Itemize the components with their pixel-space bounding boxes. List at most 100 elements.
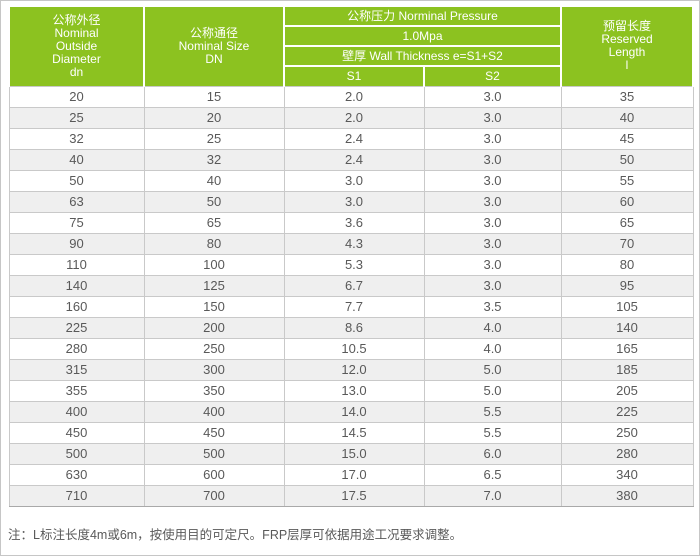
cell-S1: 14.5 (283, 421, 425, 444)
cell-dn: 355 (8, 379, 145, 402)
cell-dn: 160 (8, 295, 145, 318)
table-row: 500 500 15.0 6.0 280 (8, 442, 694, 465)
cell-l: 45 (560, 127, 694, 150)
cell-S2: 3.0 (423, 127, 562, 150)
cell-DN: 150 (143, 295, 285, 318)
header-s1: S1 (283, 65, 425, 87)
cell-S1: 6.7 (283, 274, 425, 297)
cell-S2: 3.0 (423, 274, 562, 297)
cell-DN: 250 (143, 337, 285, 360)
cell-S1: 8.6 (283, 316, 425, 339)
table-row: 160 150 7.7 3.5 105 (8, 295, 694, 318)
cell-l: 165 (560, 337, 694, 360)
table-row: 400 400 14.0 5.5 225 (8, 400, 694, 423)
table-row: 25 20 2.0 3.0 40 (8, 106, 694, 129)
cell-DN: 300 (143, 358, 285, 381)
cell-l: 95 (560, 274, 694, 297)
cell-DN: 80 (143, 232, 285, 255)
cell-l: 50 (560, 148, 694, 171)
cell-dn: 110 (8, 253, 145, 276)
cell-S1: 12.0 (283, 358, 425, 381)
table-row: 75 65 3.6 3.0 65 (8, 211, 694, 234)
cell-S1: 17.0 (283, 463, 425, 486)
header-s2: S2 (422, 65, 563, 87)
cell-S2: 5.0 (423, 358, 562, 381)
cell-dn: 630 (8, 463, 145, 486)
cell-S1: 3.0 (283, 190, 425, 213)
cell-S2: 5.5 (423, 421, 562, 444)
cell-dn: 25 (8, 106, 145, 129)
cell-S2: 5.5 (423, 400, 562, 423)
cell-l: 40 (560, 106, 694, 129)
table-body: 20 15 2.0 3.0 35 25 20 2.0 3.0 40 32 25 2.4 3.0 45 40 32… (8, 85, 694, 507)
cell-dn: 75 (8, 211, 145, 234)
cell-l: 80 (560, 253, 694, 276)
cell-S1: 13.0 (283, 379, 425, 402)
cell-S2: 3.0 (423, 148, 562, 171)
cell-S2: 3.5 (423, 295, 562, 318)
cell-dn: 63 (8, 190, 145, 213)
cell-S1: 2.0 (283, 106, 425, 129)
cell-S2: 3.0 (423, 106, 562, 129)
cell-S2: 3.0 (423, 211, 562, 234)
cell-S2: 3.0 (423, 169, 562, 192)
cell-DN: 15 (143, 85, 285, 108)
cell-S1: 2.4 (283, 127, 425, 150)
cell-S2: 7.0 (423, 484, 562, 507)
cell-l: 65 (560, 211, 694, 234)
cell-S2: 5.0 (423, 379, 562, 402)
cell-DN: 400 (143, 400, 285, 423)
header-nominal-size: 公称通径 Nominal Size DN (143, 5, 285, 87)
cell-l: 55 (560, 169, 694, 192)
cell-dn: 140 (8, 274, 145, 297)
table-row: 710 700 17.5 7.0 380 (8, 484, 694, 507)
table-row: 280 250 10.5 4.0 165 (8, 337, 694, 360)
header-reserved-length: 预留长度 Reserved Length l (560, 5, 695, 87)
cell-S2: 6.0 (423, 442, 562, 465)
cell-DN: 600 (143, 463, 285, 486)
table-row: 140 125 6.7 3.0 95 (8, 274, 694, 297)
cell-S1: 2.0 (283, 85, 425, 108)
table-row: 90 80 4.3 3.0 70 (8, 232, 694, 255)
cell-dn: 50 (8, 169, 145, 192)
header-nominal-outside-diameter: 公称外径 Nominal Outside Diameter dn (8, 5, 145, 87)
cell-DN: 700 (143, 484, 285, 507)
cell-S1: 17.5 (283, 484, 425, 507)
cell-l: 105 (560, 295, 694, 318)
cell-S1: 5.3 (283, 253, 425, 276)
cell-S1: 3.6 (283, 211, 425, 234)
cell-DN: 65 (143, 211, 285, 234)
cell-S2: 4.0 (423, 316, 562, 339)
table-row: 50 40 3.0 3.0 55 (8, 169, 694, 192)
cell-DN: 350 (143, 379, 285, 402)
cell-S1: 15.0 (283, 442, 425, 465)
cell-dn: 280 (8, 337, 145, 360)
footnote: 注：L标注长度4m或6m，按使用目的可定尺。FRP层厚可依据用途工况要求调整。 (8, 528, 463, 542)
cell-l: 280 (560, 442, 694, 465)
cell-l: 35 (560, 85, 694, 108)
header-pressure-value: 1.0Mpa (282, 25, 563, 47)
cell-dn: 450 (8, 421, 145, 444)
table-header: 公称外径 Nominal Outside Diameter dn 公称通径 No… (8, 5, 695, 87)
cell-dn: 710 (8, 484, 145, 507)
cell-l: 185 (560, 358, 694, 381)
cell-S1: 10.5 (283, 337, 425, 360)
cell-dn: 90 (8, 232, 145, 255)
cell-S2: 4.0 (423, 337, 562, 360)
cell-DN: 125 (143, 274, 285, 297)
cell-S1: 14.0 (283, 400, 425, 423)
cell-dn: 225 (8, 316, 145, 339)
cell-DN: 20 (143, 106, 285, 129)
cell-DN: 500 (143, 442, 285, 465)
cell-DN: 100 (143, 253, 285, 276)
cell-S2: 3.0 (423, 232, 562, 255)
table-row: 450 450 14.5 5.5 250 (8, 421, 694, 444)
pipe-spec-table: 公称外径 Nominal Outside Diameter dn 公称通径 No… (8, 5, 695, 507)
table-row: 20 15 2.0 3.0 35 (8, 85, 694, 108)
table-row: 32 25 2.4 3.0 45 (8, 127, 694, 150)
cell-l: 140 (560, 316, 694, 339)
cell-DN: 40 (143, 169, 285, 192)
cell-l: 205 (560, 379, 694, 402)
cell-DN: 200 (143, 316, 285, 339)
